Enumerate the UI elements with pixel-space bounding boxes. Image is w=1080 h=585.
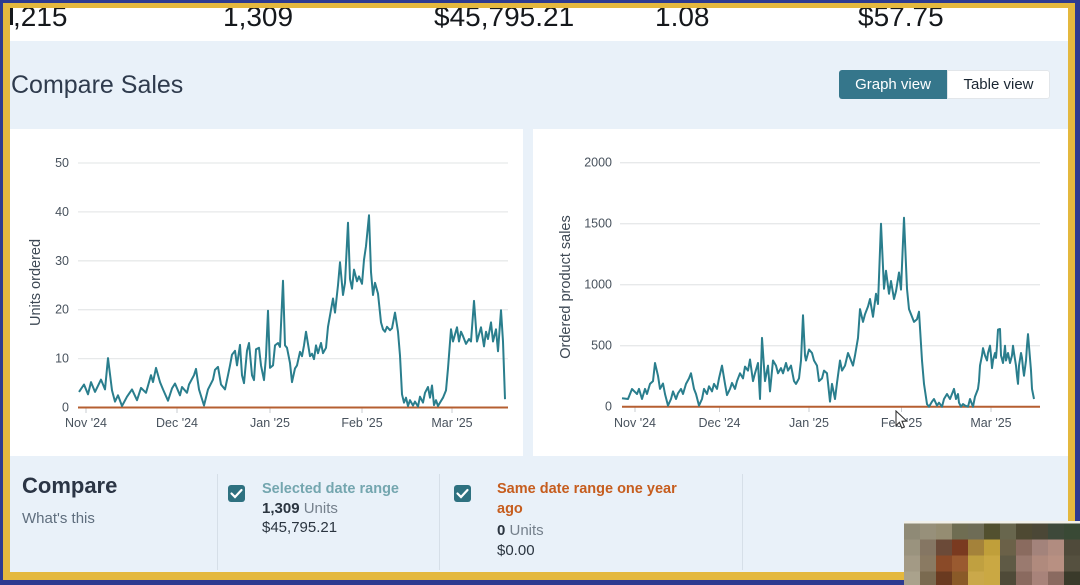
svg-text:Dec '24: Dec '24	[699, 416, 741, 430]
svg-text:500: 500	[591, 339, 612, 353]
svg-text:40: 40	[55, 205, 69, 219]
svg-text:0: 0	[605, 400, 612, 414]
svg-text:Dec '24: Dec '24	[156, 416, 198, 430]
svg-text:1000: 1000	[584, 278, 612, 292]
svg-text:Nov '24: Nov '24	[614, 416, 656, 430]
svg-text:Mar '25: Mar '25	[431, 416, 472, 430]
svg-text:2000: 2000	[584, 156, 612, 170]
svg-text:50: 50	[55, 156, 69, 170]
svg-text:30: 30	[55, 254, 69, 268]
svg-text:Ordered product sales: Ordered product sales	[558, 215, 574, 358]
svg-text:0: 0	[62, 401, 69, 415]
svg-text:Jan '25: Jan '25	[250, 416, 290, 430]
svg-text:10: 10	[55, 352, 69, 366]
svg-text:20: 20	[55, 303, 69, 317]
svg-text:Feb '25: Feb '25	[341, 416, 382, 430]
svg-text:Mar '25: Mar '25	[970, 416, 1011, 430]
svg-text:Jan '25: Jan '25	[789, 416, 829, 430]
svg-text:Nov '24: Nov '24	[65, 416, 107, 430]
svg-text:1500: 1500	[584, 217, 612, 231]
svg-text:Units ordered: Units ordered	[28, 239, 44, 326]
